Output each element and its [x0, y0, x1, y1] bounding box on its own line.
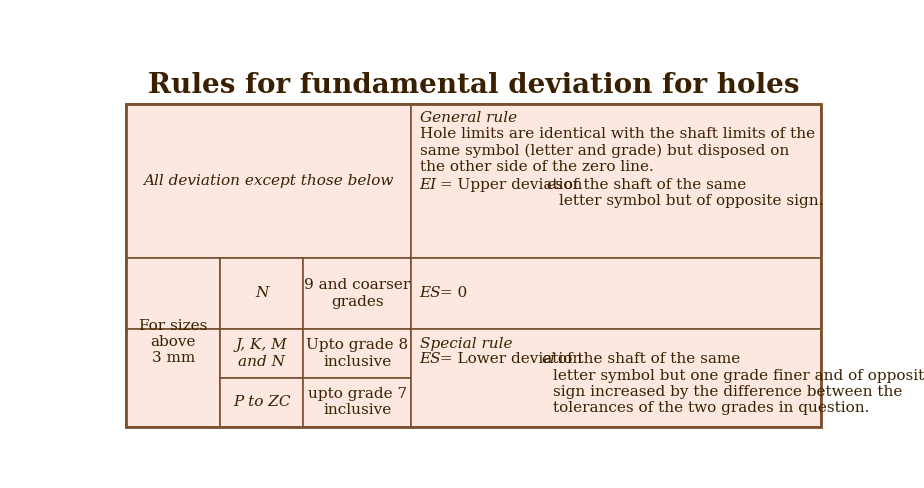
Text: Special rule: Special rule — [419, 337, 512, 350]
Text: For sizes
above
3 mm: For sizes above 3 mm — [139, 319, 207, 366]
Bar — [411, 329, 821, 427]
Text: ES: ES — [419, 286, 442, 301]
Text: J, K, M
and N: J, K, M and N — [236, 339, 287, 368]
Text: 9 and coarser
grades: 9 and coarser grades — [304, 278, 410, 308]
Bar — [127, 103, 821, 427]
Text: General rule: General rule — [419, 111, 517, 125]
Text: es: es — [546, 178, 564, 192]
Bar — [127, 329, 220, 427]
Bar — [220, 258, 303, 329]
Bar — [411, 258, 821, 329]
Text: Hole limits are identical with the shaft limits of the
same symbol (letter and g: Hole limits are identical with the shaft… — [419, 127, 815, 174]
Text: All deviation except those below: All deviation except those below — [143, 174, 394, 188]
Text: = 0: = 0 — [435, 286, 468, 301]
Bar — [127, 103, 411, 258]
Text: = Lower deviation: = Lower deviation — [435, 352, 588, 366]
Text: = Upper deviation: = Upper deviation — [435, 178, 588, 192]
Text: Upto grade 8
inclusive: Upto grade 8 inclusive — [306, 339, 408, 368]
Bar — [303, 378, 411, 427]
Text: upto grade 7
inclusive: upto grade 7 inclusive — [308, 387, 407, 417]
Text: ei: ei — [541, 352, 555, 366]
Text: of the shaft of the same
letter symbol but of opposite sign.: of the shaft of the same letter symbol b… — [559, 178, 823, 208]
Text: EI: EI — [419, 178, 437, 192]
Text: P to ZC: P to ZC — [233, 395, 290, 409]
Text: Rules for fundamental deviation for holes: Rules for fundamental deviation for hole… — [148, 72, 799, 99]
Bar — [127, 258, 220, 329]
Bar — [303, 258, 411, 329]
Bar — [220, 378, 303, 427]
Bar — [411, 103, 821, 258]
Text: ES: ES — [419, 352, 442, 366]
Text: of the shaft of the same
letter symbol but one grade finer and of opposite
sign : of the shaft of the same letter symbol b… — [553, 352, 924, 415]
Text: N: N — [255, 286, 268, 301]
Bar — [220, 329, 303, 378]
Bar — [303, 329, 411, 378]
